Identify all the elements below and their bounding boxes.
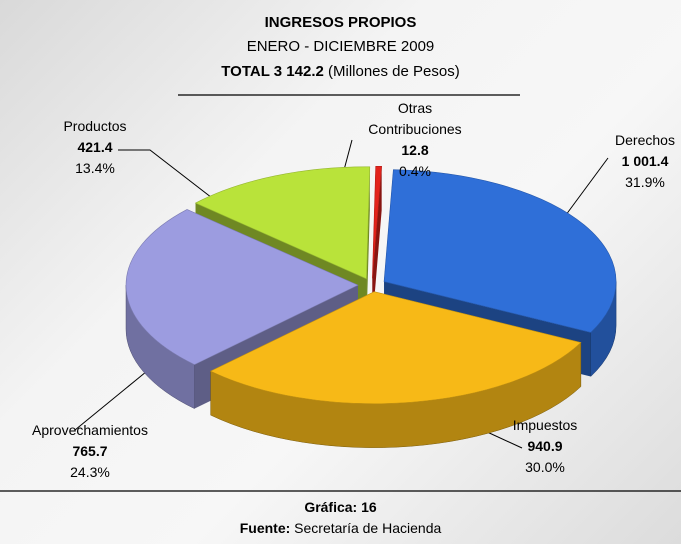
source-label: Fuente: bbox=[239, 520, 291, 536]
value-label: 421.4 bbox=[77, 139, 113, 155]
unit: (Millones de Pesos) bbox=[328, 63, 460, 80]
leader-line bbox=[118, 149, 239, 219]
percent-label: 30.0% bbox=[525, 459, 565, 475]
total-line: TOTAL 3 142.2 (Millones de Pesos) bbox=[0, 61, 681, 82]
figure-label: Gráfica: 16 bbox=[304, 499, 377, 515]
category-label: Impuestos bbox=[512, 417, 578, 433]
slice bbox=[209, 291, 582, 404]
label-group: Otras Contribuciones 12.8 0.4% bbox=[355, 98, 475, 182]
percent-label: 13.4% bbox=[75, 160, 115, 176]
slice bbox=[383, 169, 617, 333]
source-line: Fuente: Secretaría de Hacienda bbox=[0, 518, 681, 539]
slice bbox=[372, 165, 382, 279]
percent-label: 24.3% bbox=[70, 464, 110, 480]
slice bbox=[125, 209, 359, 365]
percent-label: 31.9% bbox=[625, 174, 665, 190]
slice-edge bbox=[366, 166, 370, 323]
value-label: 1 001.4 bbox=[621, 153, 669, 169]
slice-edge bbox=[372, 166, 382, 323]
source: Secretaría de Hacienda bbox=[294, 520, 442, 536]
label-group: Derechos 1 001.4 31.9% bbox=[600, 130, 681, 193]
label-group: Productos 421.4 13.4% bbox=[40, 116, 150, 179]
value-label: 765.7 bbox=[72, 443, 108, 459]
category-label: Productos bbox=[63, 118, 127, 134]
label-group: Impuestos 940.9 30.0% bbox=[495, 415, 595, 478]
percent-label: 0.4% bbox=[399, 163, 431, 179]
category-label: Otras Contribuciones bbox=[368, 100, 462, 137]
value-label: 940.9 bbox=[527, 438, 563, 454]
category-label: Derechos bbox=[615, 132, 675, 148]
chart-title: INGRESOS PROPIOS bbox=[264, 14, 417, 31]
category-label: Aprovechamientos bbox=[32, 422, 148, 438]
slice bbox=[194, 166, 371, 280]
total: TOTAL 3 142.2 bbox=[221, 63, 324, 80]
value-label: 12.8 bbox=[401, 142, 429, 158]
label-group: Aprovechamientos 765.7 24.3% bbox=[10, 420, 170, 483]
chart-subtitle: ENERO - DICIEMBRE 2009 bbox=[246, 38, 435, 55]
